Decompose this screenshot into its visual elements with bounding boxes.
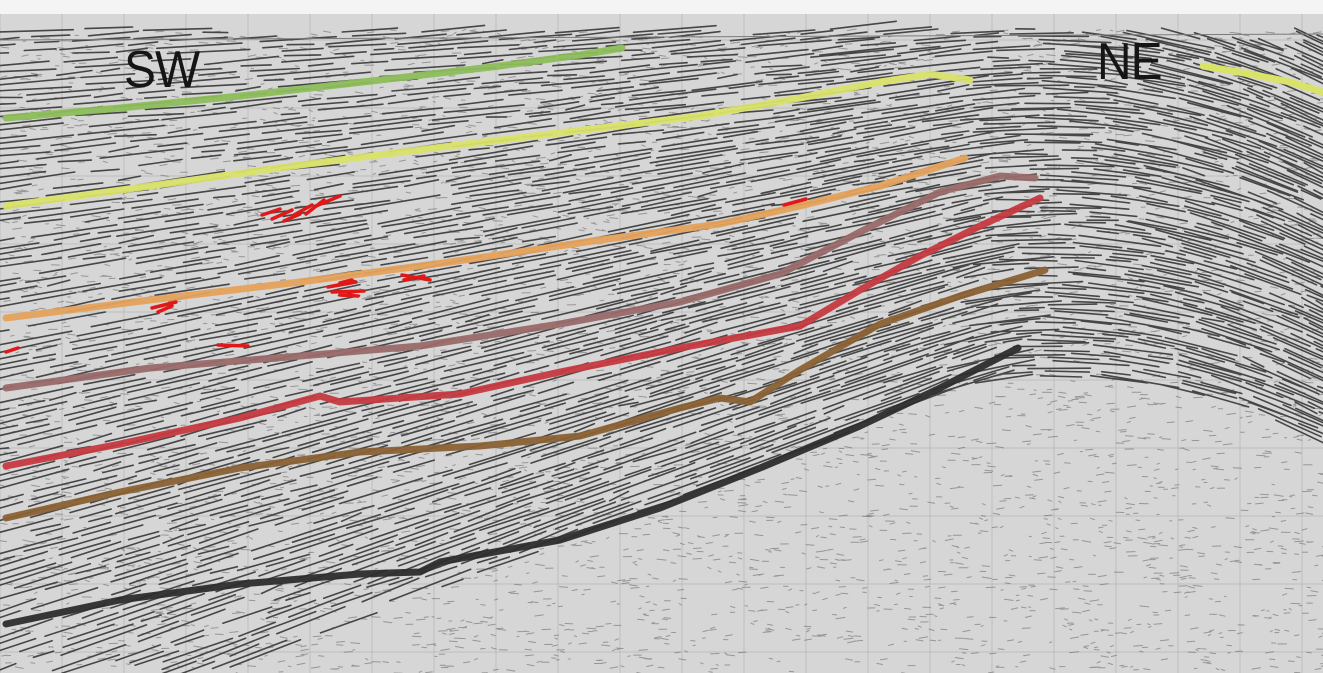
reflector-texture [0, 20, 1323, 673]
noise-strokes [0, 28, 1323, 673]
header-line [0, 33, 1323, 41]
horizon-mauve [2, 172, 1039, 392]
horizon-brown [2, 266, 1049, 522]
fault-marks [4, 194, 808, 354]
top-margin [0, 0, 1323, 14]
direction-label-sw: SW [124, 41, 200, 99]
horizon-green [2, 44, 626, 122]
horizons [2, 44, 1323, 628]
horizon-yellow-ne [1199, 62, 1323, 96]
horizon-yellow [2, 70, 974, 210]
horizon-orange [2, 154, 969, 322]
direction-label-ne: NE [1097, 33, 1163, 91]
horizon-red [2, 194, 1044, 470]
horizon-black [2, 344, 1022, 628]
